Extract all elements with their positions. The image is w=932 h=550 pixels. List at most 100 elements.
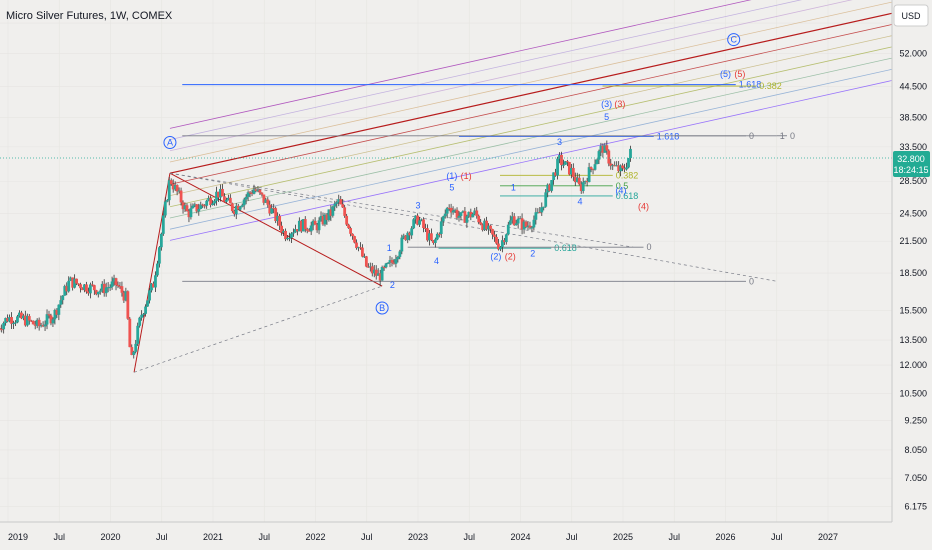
candle-body xyxy=(286,237,289,240)
candle-body xyxy=(593,164,597,170)
candle-body xyxy=(59,300,63,305)
candle-body xyxy=(282,230,285,233)
candle-body xyxy=(542,206,546,208)
candle-body xyxy=(250,193,254,195)
candle-body xyxy=(441,216,445,222)
candle-body xyxy=(390,260,394,263)
candle-body xyxy=(201,204,205,206)
candle-body xyxy=(435,233,439,240)
candle-body xyxy=(489,225,492,230)
candle-body xyxy=(118,286,122,288)
time-tick-label: 2026 xyxy=(715,532,735,542)
wave-label: 4 xyxy=(434,256,439,266)
time-axis-panel[interactable] xyxy=(0,522,932,550)
candle-body xyxy=(445,207,449,214)
candle-body xyxy=(67,280,71,292)
wave-label: 5 xyxy=(449,182,454,192)
candle-body xyxy=(629,148,632,159)
candle-body xyxy=(175,185,179,192)
candle-body xyxy=(493,234,496,237)
candle-body xyxy=(110,281,114,287)
candle-body xyxy=(88,284,92,294)
candle-body xyxy=(130,347,134,356)
candle-body xyxy=(546,184,550,193)
candle-body xyxy=(37,319,41,327)
candle-body xyxy=(558,154,561,159)
price-axis-panel[interactable] xyxy=(892,0,932,550)
candle-body xyxy=(163,201,167,216)
candle-body xyxy=(96,291,100,295)
candle-body xyxy=(126,291,130,319)
candle-body xyxy=(577,177,581,185)
candle-body xyxy=(280,225,283,233)
candle-body xyxy=(609,163,613,166)
candle-body xyxy=(268,204,272,214)
time-tick-label: Jul xyxy=(258,532,270,542)
candle-body xyxy=(43,324,47,327)
candle-body xyxy=(165,200,169,202)
candle-body xyxy=(221,188,224,197)
candle-body xyxy=(556,158,559,176)
price-tick-label: 15.500 xyxy=(899,306,927,316)
candle-body xyxy=(274,208,278,222)
candle-body xyxy=(605,145,609,151)
candle-body xyxy=(463,211,467,223)
candle-body xyxy=(437,233,441,235)
price-tick-label: 7.050 xyxy=(904,473,927,483)
candle-body xyxy=(376,273,380,276)
candle-body xyxy=(625,167,628,170)
candle-body xyxy=(366,266,370,268)
candle-body xyxy=(477,215,481,223)
candle-body xyxy=(418,220,421,225)
candle-body xyxy=(25,316,29,326)
candle-body xyxy=(337,199,341,203)
candle-body xyxy=(140,314,144,318)
candle-body xyxy=(223,196,226,202)
candle-body xyxy=(422,219,425,228)
pitchfork-lines xyxy=(133,0,893,373)
candle-body xyxy=(157,247,161,264)
wave-label: (1) xyxy=(446,171,457,181)
candle-body xyxy=(132,351,136,356)
candle-body xyxy=(35,319,39,326)
wave-label: 2 xyxy=(530,248,535,258)
candle-body xyxy=(185,205,189,212)
candle-body xyxy=(410,228,414,236)
candle-body xyxy=(305,229,309,231)
candle-body xyxy=(189,208,193,218)
candle-body xyxy=(211,203,215,206)
candle-body xyxy=(232,211,236,215)
wave-label: 3 xyxy=(557,137,562,147)
candle-body xyxy=(587,167,591,183)
candle-body xyxy=(301,219,305,232)
chart-title: Micro Silver Futures, 1W, COMEX xyxy=(6,10,173,22)
candle-body xyxy=(187,211,191,218)
candle-body xyxy=(357,247,360,249)
candle-body xyxy=(256,189,260,192)
candle-body xyxy=(39,325,43,327)
candle-body xyxy=(100,283,104,291)
candle-body xyxy=(242,199,246,206)
candle-body xyxy=(394,259,398,264)
candle-body xyxy=(27,316,31,321)
candle-body xyxy=(331,206,335,216)
candle-body xyxy=(33,324,37,326)
candle-body xyxy=(431,240,435,243)
candle-body xyxy=(0,327,2,330)
candle-body xyxy=(161,215,165,234)
time-tick-label: Jul xyxy=(771,532,783,542)
candle-body xyxy=(569,167,573,175)
candle-body xyxy=(428,233,431,241)
candle-body xyxy=(603,145,607,153)
time-tick-label: 2027 xyxy=(818,532,838,542)
currency-button[interactable] xyxy=(893,4,929,27)
candle-body xyxy=(311,220,315,226)
candle-body xyxy=(453,209,457,211)
candle-body xyxy=(368,266,372,268)
wave-label: (3) xyxy=(614,99,625,109)
candle-body xyxy=(10,317,13,324)
fork-rail xyxy=(169,46,893,208)
candle-body xyxy=(500,240,504,248)
candle-body xyxy=(364,256,368,267)
